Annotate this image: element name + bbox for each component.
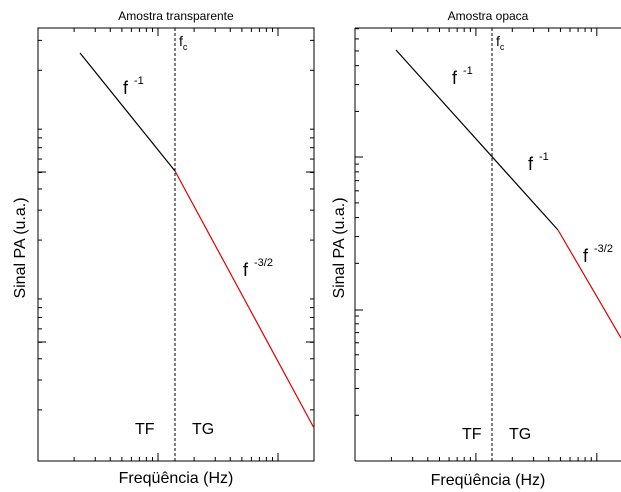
chart-opaque: Amostra opaca fc f -1 f -1 f -3/2 TF TG Fre… xyxy=(331,9,621,489)
x-ticks xyxy=(73,28,279,461)
region-label-tf: TF xyxy=(135,421,155,438)
y-minor-ticks xyxy=(38,39,314,411)
series-line-f-1 xyxy=(79,52,176,172)
x-axis-label: Freqüência (Hz) xyxy=(431,472,546,489)
slope-label-f-3-2: f -3/2 xyxy=(583,243,613,266)
y-axis-ticks xyxy=(355,156,363,311)
series-line-f-1 xyxy=(395,49,559,231)
y-minor-ticks xyxy=(355,28,359,416)
x-axis-label: Freqüência (Hz) xyxy=(119,470,234,487)
cutoff-label: fc xyxy=(179,33,188,52)
series-line-f-3-2 xyxy=(174,170,315,429)
region-label-tg: TG xyxy=(192,421,214,438)
slope-label-f-1-lower: f -1 xyxy=(528,151,549,174)
chart-transparent: Amostra transparente fc f -1 f -3/2 TF TG … xyxy=(12,9,315,487)
x-ticks xyxy=(390,28,598,461)
y-axis-label: Sinal PA (u.a.) xyxy=(12,197,29,298)
plot-frame xyxy=(37,27,315,462)
y-axis-label: Sinal PA (u.a.) xyxy=(331,197,348,298)
series-line-f-3-2 xyxy=(557,229,621,339)
slope-label-f-1-upper: f -1 xyxy=(452,65,473,88)
chart-title: Amostra transparente xyxy=(118,9,234,23)
chart-title: Amostra opaca xyxy=(448,9,529,23)
region-label-tf: TF xyxy=(462,426,482,443)
cutoff-label: fc xyxy=(496,33,505,52)
slope-label-f-3-2: f -3/2 xyxy=(243,257,273,280)
slope-label-f-1: f -1 xyxy=(123,75,144,98)
region-label-tg: TG xyxy=(509,426,531,443)
